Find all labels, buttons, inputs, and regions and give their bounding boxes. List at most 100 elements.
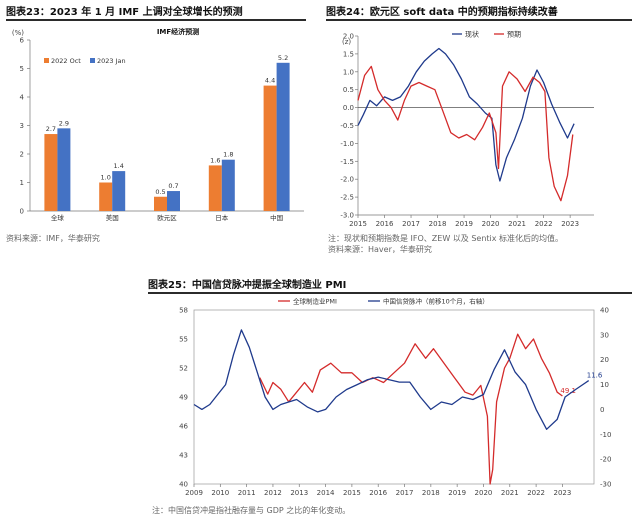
y-tick-label: -3.0	[340, 212, 354, 220]
y-tick-label: 4	[20, 94, 25, 102]
x-tick-label: 2015	[343, 489, 361, 497]
x-category-label: 美国	[106, 213, 119, 222]
imf-forecast-bar-chart: (%) IMF经济预测 0 1 2 3 4 5 6 2.72.9 全球 1.01.4 美国 0.50.7 欧…	[12, 27, 304, 222]
left-y-tick-label: 55	[179, 336, 188, 344]
y-tick-label: -2.5	[340, 194, 354, 202]
x-category-label: 欧元区	[157, 213, 177, 222]
panel2-title: 图表24：欧元区 soft data 中的预期指标持续改善	[326, 7, 558, 18]
bar-jan	[167, 191, 180, 211]
bar-value-label: 2.7	[46, 125, 56, 133]
bar-jan	[276, 62, 290, 211]
x-tick-label: 2016	[369, 489, 387, 497]
right-y-tick-label: 10	[600, 381, 609, 389]
x-tick-label: 2010	[211, 489, 229, 497]
x-tick-label: 2016	[376, 220, 394, 228]
bar-oct	[263, 85, 277, 211]
x-tick-label: 2015	[349, 220, 367, 228]
x-tick-label: 2019	[455, 220, 473, 228]
y-tick-label: 1.0	[343, 68, 354, 76]
x-category-label: 日本	[215, 213, 229, 222]
x-tick-label: 2012	[264, 489, 282, 497]
y-tick-label: 1	[20, 179, 24, 187]
y-tick-label: -1.0	[340, 140, 354, 148]
left-y-tick-label: 52	[179, 365, 188, 373]
x-tick-label: 2017	[402, 220, 420, 228]
right-y-tick-label: 40	[600, 307, 609, 315]
y-tick-label: 2.0	[343, 33, 354, 41]
plot-frame	[193, 309, 595, 485]
x-tick-label: 2022	[527, 489, 545, 497]
y-axis-unit: (z)	[342, 38, 351, 46]
left-y-tick-label: 40	[179, 481, 188, 489]
x-tick-label: 2011	[238, 489, 256, 497]
y-tick-label: 6	[20, 37, 25, 45]
x-tick-label: 2019	[448, 489, 466, 497]
legend-label: 2022 Oct	[51, 57, 81, 65]
bar-value-label: 4.4	[265, 77, 275, 85]
y-tick-label: 0.0	[343, 104, 354, 112]
right-y-tick-label: -20	[600, 456, 611, 464]
legend-swatch	[44, 58, 49, 63]
chart-title: IMF经济预测	[157, 27, 199, 36]
bar-value-label: 5.2	[278, 54, 288, 62]
bar-value-label: 1.8	[223, 151, 233, 159]
y-axis-unit: (%)	[12, 29, 24, 37]
x-tick-label: 2014	[317, 489, 335, 497]
bar-value-label: 2.9	[59, 119, 69, 127]
panel2-title-rule	[326, 19, 632, 21]
x-tick-label: 2018	[422, 489, 440, 497]
x-tick-label: 2023	[554, 489, 572, 497]
panel1-source: 资料来源：IMF，华泰研究	[6, 234, 100, 243]
x-category-label: 中国	[270, 213, 283, 222]
bar-oct	[208, 165, 222, 211]
bar-oct	[154, 196, 167, 211]
x-tick-label: 2017	[396, 489, 414, 497]
y-tick-label: 3	[20, 122, 24, 130]
bar-value-label: 0.5	[155, 188, 165, 196]
bar-jan	[221, 159, 235, 211]
y-tick-label: 1.5	[343, 50, 354, 58]
x-tick-label: 2020	[482, 220, 500, 228]
right-y-tick-label: 0	[600, 406, 604, 414]
x-tick-label: 2009	[185, 489, 203, 497]
end-value-label: 11.6	[587, 372, 603, 380]
legend-swatch	[90, 58, 95, 63]
series-line-credit-impulse	[193, 329, 590, 430]
panel1-title-rule	[6, 19, 306, 21]
bar-jan	[112, 171, 126, 211]
bar-oct	[44, 134, 58, 211]
series-line-expectations	[357, 65, 574, 202]
legend-label: 中国信贷脉冲（前移10个月，右轴）	[383, 297, 489, 306]
bar-value-label: 1.4	[114, 162, 124, 170]
legend-label: 2023 Jan	[97, 57, 126, 65]
panel3-title-rule	[148, 292, 632, 294]
y-tick-label: -2.0	[340, 176, 354, 184]
bar-jan	[57, 128, 71, 211]
legend-label: 预期	[507, 30, 521, 39]
x-tick-label: 2022	[535, 220, 553, 228]
left-y-tick-label: 49	[179, 394, 188, 402]
y-tick-label: -0.5	[340, 122, 354, 130]
x-tick-label: 2018	[429, 220, 447, 228]
bar-value-label: 1.6	[210, 156, 220, 164]
right-y-tick-label: 30	[600, 331, 609, 339]
panel2-note: 注：现状和预期指数是 IFO、ZEW 以及 Sentix 标准化后的均值。	[328, 234, 564, 243]
series-line-pmi	[259, 333, 563, 485]
bar-value-label: 1.0	[101, 174, 111, 182]
x-tick-label: 2021	[508, 220, 526, 228]
y-tick-label: 2	[20, 151, 24, 159]
soft-data-line-chart: (z) -3.0 -2.5 -2.0 -1.5 -1.0 -0.5 0.0 0.5 1.0 1.5 2…	[340, 30, 594, 228]
x-tick-label: 2020	[475, 489, 493, 497]
legend-label: 现状	[465, 30, 479, 39]
panel3-title: 图表25：中国信贷脉冲提振全球制造业 PMI	[148, 280, 347, 291]
bar-oct	[99, 182, 113, 211]
right-y-tick-label: -10	[600, 431, 611, 439]
series-line-current	[357, 47, 575, 182]
y-tick-label: -1.5	[340, 158, 354, 166]
x-category-label: 全球	[51, 213, 65, 222]
y-tick-label: 0.5	[343, 86, 354, 94]
right-y-tick-label: 20	[600, 356, 609, 364]
left-y-tick-label: 58	[179, 307, 188, 315]
y-tick-label: 0	[20, 208, 24, 216]
left-y-tick-label: 43	[179, 452, 188, 460]
